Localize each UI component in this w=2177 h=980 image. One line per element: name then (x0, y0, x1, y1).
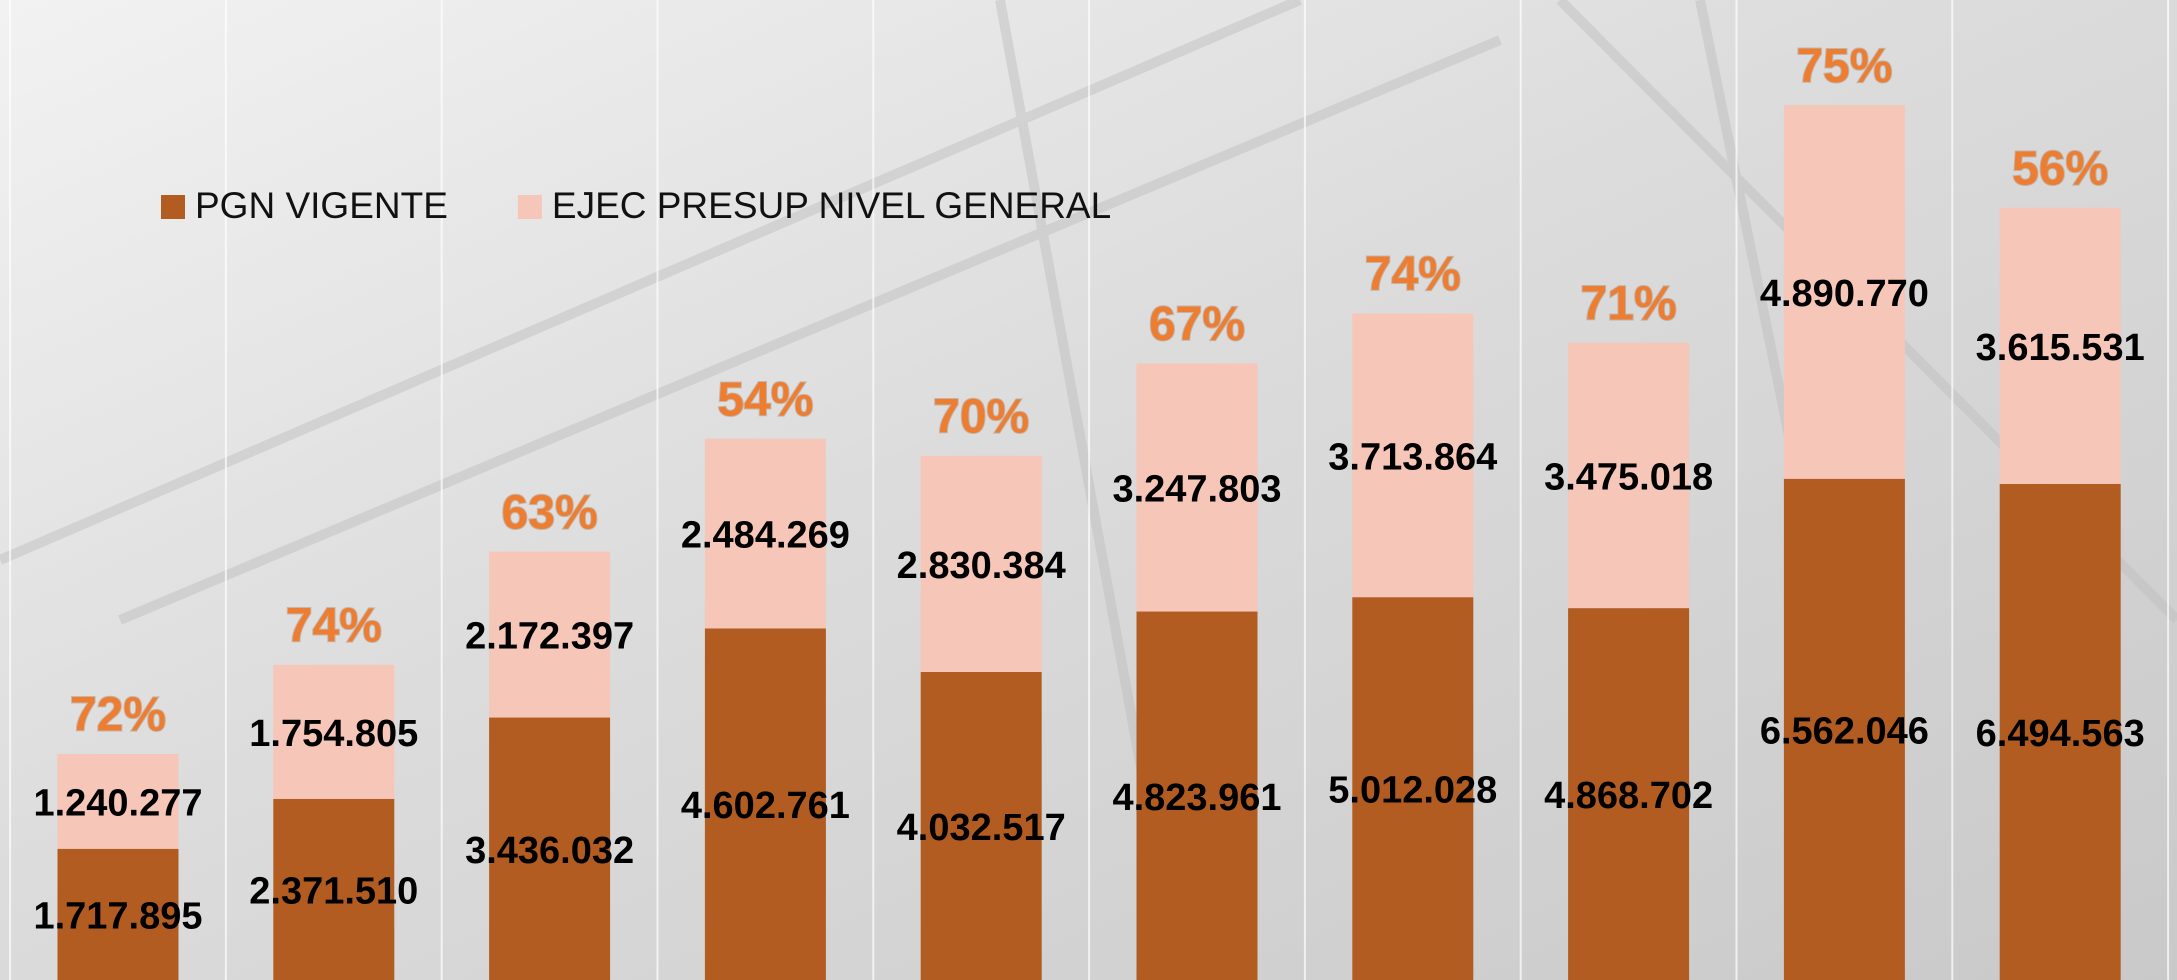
data-label: 2.371.510 (249, 870, 418, 912)
legend-swatch (161, 195, 185, 219)
data-label: 3.247.803 (1112, 469, 1281, 511)
data-label: 3.615.531 (1976, 327, 2145, 369)
percent-label: 67% (1149, 298, 1245, 351)
page: {"chart_data": {"type": "stacked-bar", "… (0, 0, 2177, 980)
data-label: 2.830.384 (897, 545, 1066, 587)
percent-label: 75% (1796, 40, 1892, 93)
data-label: 5.012.028 (1328, 770, 1497, 812)
percent-label: 74% (1365, 248, 1461, 301)
percent-label: 63% (502, 486, 598, 539)
data-label: 6.562.046 (1760, 710, 1929, 752)
percent-label: 72% (70, 689, 166, 742)
data-label: 3.436.032 (465, 830, 634, 872)
percent-label: 71% (1581, 277, 1677, 330)
data-label: 4.890.770 (1760, 273, 1929, 315)
percent-label: 54% (717, 373, 813, 426)
data-label: 1.240.277 (33, 782, 202, 824)
data-label: 4.602.761 (681, 785, 850, 827)
data-label: 4.823.961 (1112, 777, 1281, 819)
data-label: 4.868.702 (1544, 775, 1713, 817)
data-label: 2.172.397 (465, 616, 634, 658)
legend-label: PGN VIGENTE (195, 185, 448, 226)
data-label: 6.494.563 (1976, 713, 2145, 755)
data-label: 3.713.864 (1328, 436, 1497, 478)
data-label: 1.717.895 (33, 895, 202, 937)
data-label: 2.484.269 (681, 515, 850, 557)
legend-label: EJEC PRESUP NIVEL GENERAL (552, 185, 1111, 226)
percent-label: 74% (286, 599, 382, 652)
data-label: 3.475.018 (1544, 456, 1713, 498)
data-label: 1.754.805 (249, 713, 418, 755)
data-label: 4.032.517 (897, 807, 1066, 849)
legend-swatch (518, 195, 542, 219)
chart: 1.717.895 1.240.277 72% 2.371.510 1.754.805 7… (0, 0, 2177, 980)
percent-label: 56% (2012, 142, 2108, 195)
percent-label: 70% (933, 390, 1029, 443)
